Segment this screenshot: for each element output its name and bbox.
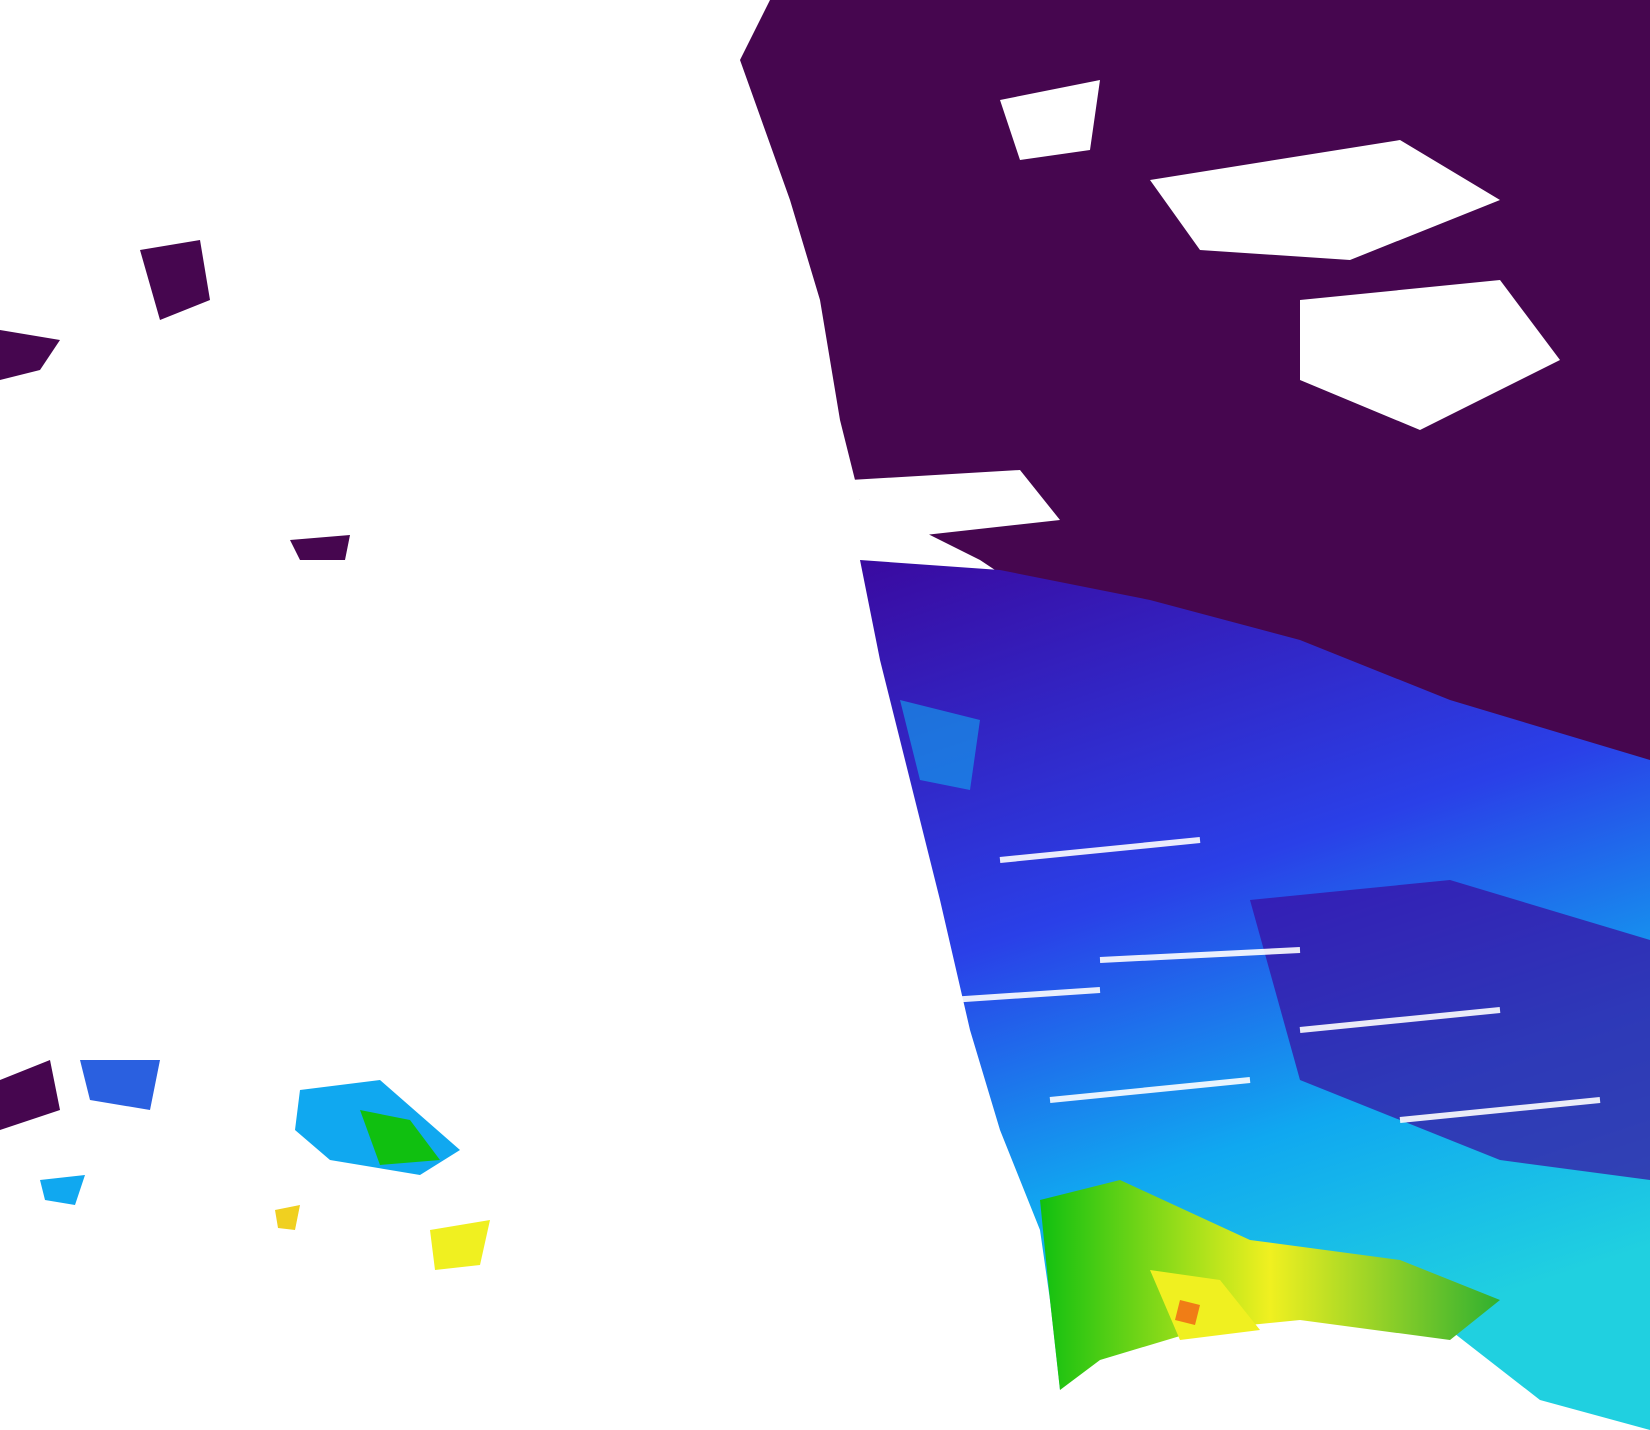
offshore-patches [40,1060,490,1270]
ocean-chlorophyll-region [860,560,1650,1430]
white-streaks [949,837,1601,1123]
cloud-gaps [850,80,1560,540]
